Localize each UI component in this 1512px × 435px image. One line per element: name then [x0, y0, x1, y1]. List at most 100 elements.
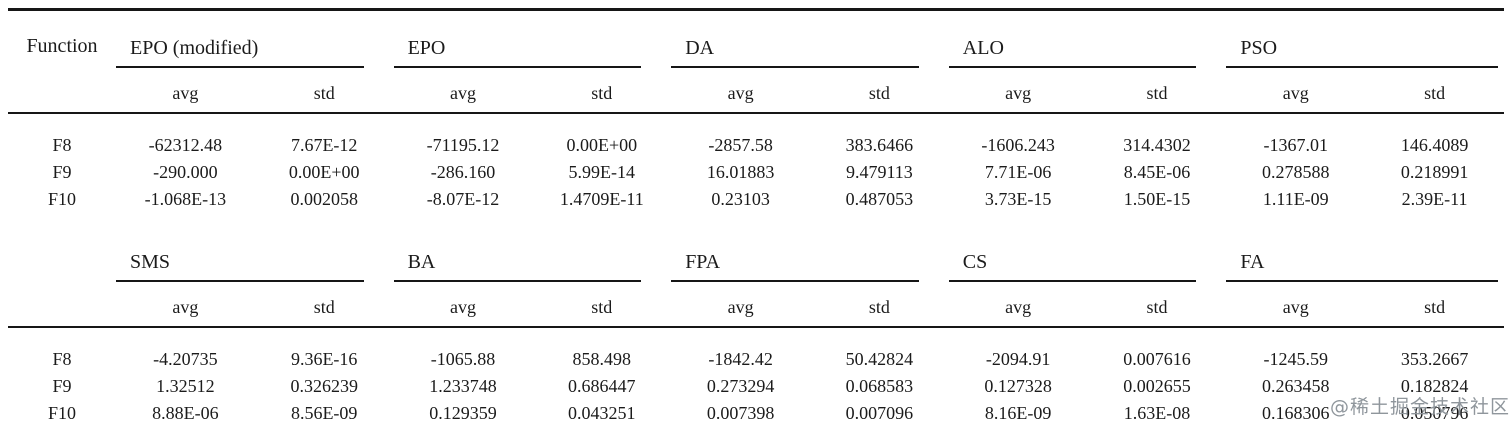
- std-value: 0.007096: [810, 400, 949, 435]
- std-value: 5.99E-14: [532, 159, 671, 186]
- std-value: 353.2667: [1365, 327, 1504, 373]
- avg-value: 8.88E-06: [116, 400, 255, 435]
- algorithm-group-underline: BA: [394, 251, 642, 282]
- algorithm-group-underline: FA: [1226, 251, 1498, 282]
- avg-value: -1245.59: [1226, 327, 1365, 373]
- avg-value: -1.068E-13: [116, 186, 255, 221]
- function-column-header: Function: [8, 10, 116, 69]
- avg-column-header: avg: [671, 68, 810, 113]
- avg-value: -1065.88: [394, 327, 533, 373]
- avg-value: 1.11E-09: [1226, 186, 1365, 221]
- algorithm-name: PSO: [1240, 37, 1277, 59]
- algorithm-name: BA: [408, 251, 436, 273]
- avg-value: 0.129359: [394, 400, 533, 435]
- std-value: 9.479113: [810, 159, 949, 186]
- avg-value: 3.73E-15: [949, 186, 1088, 221]
- algorithm-name: FA: [1240, 251, 1264, 273]
- avg-column-header: avg: [949, 282, 1088, 327]
- avg-value: -1606.243: [949, 113, 1088, 159]
- std-value: 8.45E-06: [1088, 159, 1227, 186]
- avg-value: 0.278588: [1226, 159, 1365, 186]
- algorithm-group-header: EPO: [394, 10, 672, 69]
- avg-column-header: avg: [1226, 282, 1365, 327]
- std-value: 0.050796: [1365, 400, 1504, 435]
- std-column-header: std: [810, 282, 949, 327]
- avg-value: -71195.12: [394, 113, 533, 159]
- std-column-header: std: [810, 68, 949, 113]
- algorithm-group-header: PSO: [1226, 10, 1504, 69]
- std-value: 50.42824: [810, 327, 949, 373]
- subheader-spacer: [8, 68, 116, 113]
- algorithm-group-header: FPA: [671, 221, 949, 282]
- std-value: 146.4089: [1365, 113, 1504, 159]
- avg-value: -1367.01: [1226, 113, 1365, 159]
- algorithm-group-underline: ALO: [949, 37, 1197, 68]
- avg-column-header: avg: [1226, 68, 1365, 113]
- algorithm-group-underline: DA: [671, 37, 919, 68]
- std-value: 7.67E-12: [255, 113, 394, 159]
- avg-value: -1842.42: [671, 327, 810, 373]
- std-column-header: std: [1365, 282, 1504, 327]
- avg-value: 1.233748: [394, 373, 533, 400]
- algorithm-group-header: BA: [394, 221, 672, 282]
- std-column-header: std: [255, 68, 394, 113]
- function-row-label: F10: [8, 400, 116, 435]
- std-value: 8.56E-09: [255, 400, 394, 435]
- algorithm-name: EPO: [408, 37, 446, 59]
- algorithm-name: ALO: [963, 37, 1004, 59]
- std-column-header: std: [1088, 68, 1227, 113]
- algorithm-group-header: ALO: [949, 10, 1227, 69]
- function-column-spacer: [8, 221, 116, 282]
- algorithm-group-underline: EPO (modified): [116, 37, 364, 68]
- algorithm-group-underline: PSO: [1226, 37, 1498, 68]
- avg-value: -2857.58: [671, 113, 810, 159]
- std-column-header: std: [1365, 68, 1504, 113]
- avg-value: -290.000: [116, 159, 255, 186]
- algorithm-header-row: SMS BA FPA CS FA: [8, 221, 1504, 282]
- std-value: 0.182824: [1365, 373, 1504, 400]
- function-row-label: F8: [8, 113, 116, 159]
- std-value: 0.326239: [255, 373, 394, 400]
- std-value: 0.002058: [255, 186, 394, 221]
- avg-value: -2094.91: [949, 327, 1088, 373]
- std-value: 0.218991: [1365, 159, 1504, 186]
- std-value: 0.002655: [1088, 373, 1227, 400]
- function-row-label: F10: [8, 186, 116, 221]
- std-value: 2.39E-11: [1365, 186, 1504, 221]
- std-value: 0.068583: [810, 373, 949, 400]
- std-value: 314.4302: [1088, 113, 1227, 159]
- avg-value: -62312.48: [116, 113, 255, 159]
- avg-value: 0.127328: [949, 373, 1088, 400]
- algorithm-group-underline: SMS: [116, 251, 364, 282]
- std-value: 0.007616: [1088, 327, 1227, 373]
- algorithm-group-header: SMS: [116, 221, 394, 282]
- avg-column-header: avg: [394, 68, 533, 113]
- function-row-label: F8: [8, 327, 116, 373]
- function-row-label: F9: [8, 159, 116, 186]
- avg-column-header: avg: [394, 282, 533, 327]
- algorithm-group-header: DA: [671, 10, 949, 69]
- algorithm-group-underline: FPA: [671, 251, 919, 282]
- subheader-spacer: [8, 282, 116, 327]
- avg-value: 0.263458: [1226, 373, 1365, 400]
- avg-value: 16.01883: [671, 159, 810, 186]
- algorithm-name: CS: [963, 251, 987, 273]
- avg-value: -4.20735: [116, 327, 255, 373]
- std-column-header: std: [532, 282, 671, 327]
- std-value: 858.498: [532, 327, 671, 373]
- algorithm-group-underline: EPO: [394, 37, 642, 68]
- avg-value: 0.23103: [671, 186, 810, 221]
- avg-column-header: avg: [116, 282, 255, 327]
- algorithm-name: SMS: [130, 251, 170, 273]
- std-value: 0.00E+00: [255, 159, 394, 186]
- avg-value: 1.32512: [116, 373, 255, 400]
- avg-column-header: avg: [116, 68, 255, 113]
